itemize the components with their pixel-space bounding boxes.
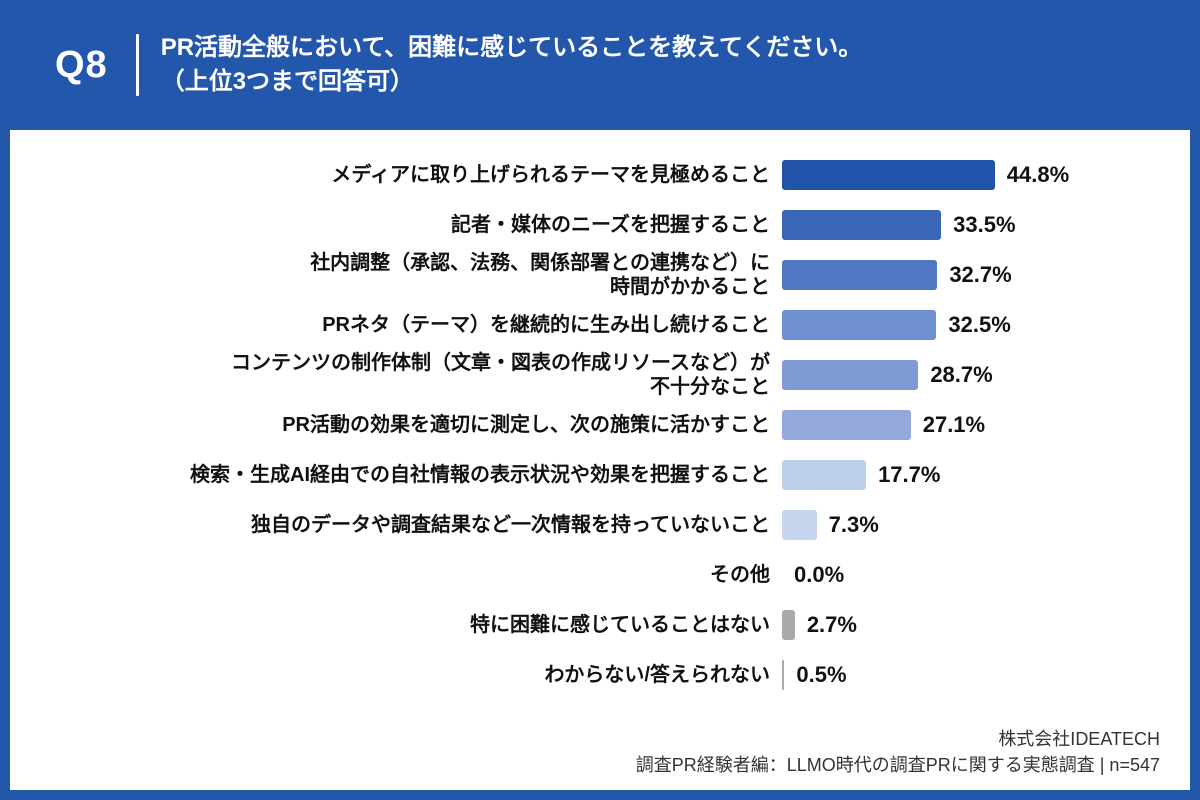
- bar-value: 44.8%: [1006, 162, 1070, 187]
- bar-track: 32.7%: [782, 250, 1012, 300]
- bar-value: 27.1%: [922, 412, 986, 437]
- bar-track: 32.5%: [782, 300, 1011, 350]
- bar-track: 2.7%: [782, 600, 857, 650]
- bar-value: 28.7%: [930, 362, 993, 387]
- bar-row: わからない/答えられない 0.5%: [10, 650, 1190, 700]
- bar: [782, 460, 867, 490]
- bar-row: メディアに取り上げられるテーマを見極めること 44.8%: [10, 150, 1190, 200]
- source-footer: 株式会社IDEATECH 調査PR経験者編：LLMO時代の調査PRに関する実態調…: [636, 726, 1160, 778]
- bar-row: 社内調整（承認、法務、関係部署との連携など）に 時間がかかること 32.7%: [10, 250, 1190, 300]
- bar-track: 17.7%: [782, 450, 940, 500]
- bar-row: コンテンツの制作体制（文章・図表の作成リソースなど）が 不十分なこと 28.7%: [10, 350, 1190, 400]
- header-divider: [135, 34, 139, 96]
- question-number: Q8: [55, 43, 108, 86]
- bar-label: コンテンツの制作体制（文章・図表の作成リソースなど）が 不十分なこと: [231, 352, 770, 398]
- bar-value: 2.7%: [806, 612, 857, 637]
- bar-value: 0.5%: [796, 662, 847, 687]
- bar-label: PR活動の効果を適切に測定し、次の施策に活かすこと: [282, 414, 770, 436]
- bar-row: 検索・生成AI経由での自社情報の表示状況や効果を把握すること 17.7%: [10, 450, 1190, 500]
- bar: [782, 660, 785, 690]
- bar-row: 特に困難に感じていることはない 2.7%: [10, 600, 1190, 650]
- bar-track: 44.8%: [782, 150, 1069, 200]
- bar-track: 28.7%: [782, 350, 993, 400]
- bar-value: 33.5%: [953, 212, 1016, 237]
- bar-label: メディアに取り上げられるテーマを見極めること: [331, 164, 770, 186]
- survey-source: 調査PR経験者編：LLMO時代の調査PRに関する実態調査 | n=547: [635, 754, 1160, 775]
- company-name: 株式会社IDEATECH: [998, 728, 1160, 749]
- bar: [782, 310, 937, 340]
- bar-chart: メディアに取り上げられるテーマを見極めること 44.8% 記者・媒体のニーズを把…: [10, 150, 1190, 700]
- bar-row: 独自のデータや調査結果など一次情報を持っていないこと 7.3%: [10, 500, 1190, 550]
- bar-label: 独自のデータや調査結果など一次情報を持っていないこと: [251, 514, 770, 536]
- bar-row: その他 0.0%: [10, 550, 1190, 600]
- bar-label: わからない/答えられない: [544, 664, 770, 686]
- bar-value: 17.7%: [878, 462, 941, 487]
- bar-label: その他: [710, 564, 770, 586]
- question-title: PR活動全般において、困難に感じていることを教えてください。 （上位3つまで回答…: [161, 31, 863, 98]
- bar: [782, 410, 911, 440]
- bar-value: 32.5%: [948, 312, 1011, 337]
- bar: [782, 510, 817, 540]
- bar-track: 7.3%: [782, 500, 879, 550]
- bar-row: 記者・媒体のニーズを把握すること 33.5%: [10, 200, 1190, 250]
- question-title-line2: （上位3つまで回答可）: [160, 68, 415, 95]
- bar-value: 7.3%: [828, 512, 879, 537]
- bar-value: 32.7%: [949, 262, 1012, 287]
- bar: [782, 260, 938, 290]
- bar-label: 社内調整（承認、法務、関係部署との連携など）に 時間がかかること: [310, 252, 770, 298]
- bar-track: 0.5%: [782, 650, 847, 700]
- question-header: Q8 PR活動全般において、困難に感じていることを教えてください。 （上位3つま…: [0, 0, 1200, 130]
- bar-label: 特に困難に感じていることはない: [470, 614, 770, 636]
- bar: [782, 210, 942, 240]
- bar-row: PR活動の効果を適切に測定し、次の施策に活かすこと 27.1%: [10, 400, 1190, 450]
- bar-track: 0.0%: [782, 550, 844, 600]
- bar-label: 記者・媒体のニーズを把握すること: [451, 214, 770, 236]
- chart-panel: メディアに取り上げられるテーマを見極めること 44.8% 記者・媒体のニーズを把…: [10, 130, 1190, 790]
- bar-label: PRネタ（テーマ）を継続的に生み出し続けること: [322, 314, 770, 336]
- question-title-line1: PR活動全般において、困難に感じていることを教えてください。: [160, 34, 863, 62]
- bar-row: PRネタ（テーマ）を継続的に生み出し続けること 32.5%: [10, 300, 1190, 350]
- bar-track: 27.1%: [782, 400, 985, 450]
- bar: [782, 160, 995, 190]
- bar-label: 検索・生成AI経由での自社情報の表示状況や効果を把握すること: [190, 464, 770, 486]
- bar-value: 0.0%: [794, 562, 845, 587]
- bar: [782, 610, 795, 640]
- bar-track: 33.5%: [782, 200, 1016, 250]
- bar: [782, 360, 919, 390]
